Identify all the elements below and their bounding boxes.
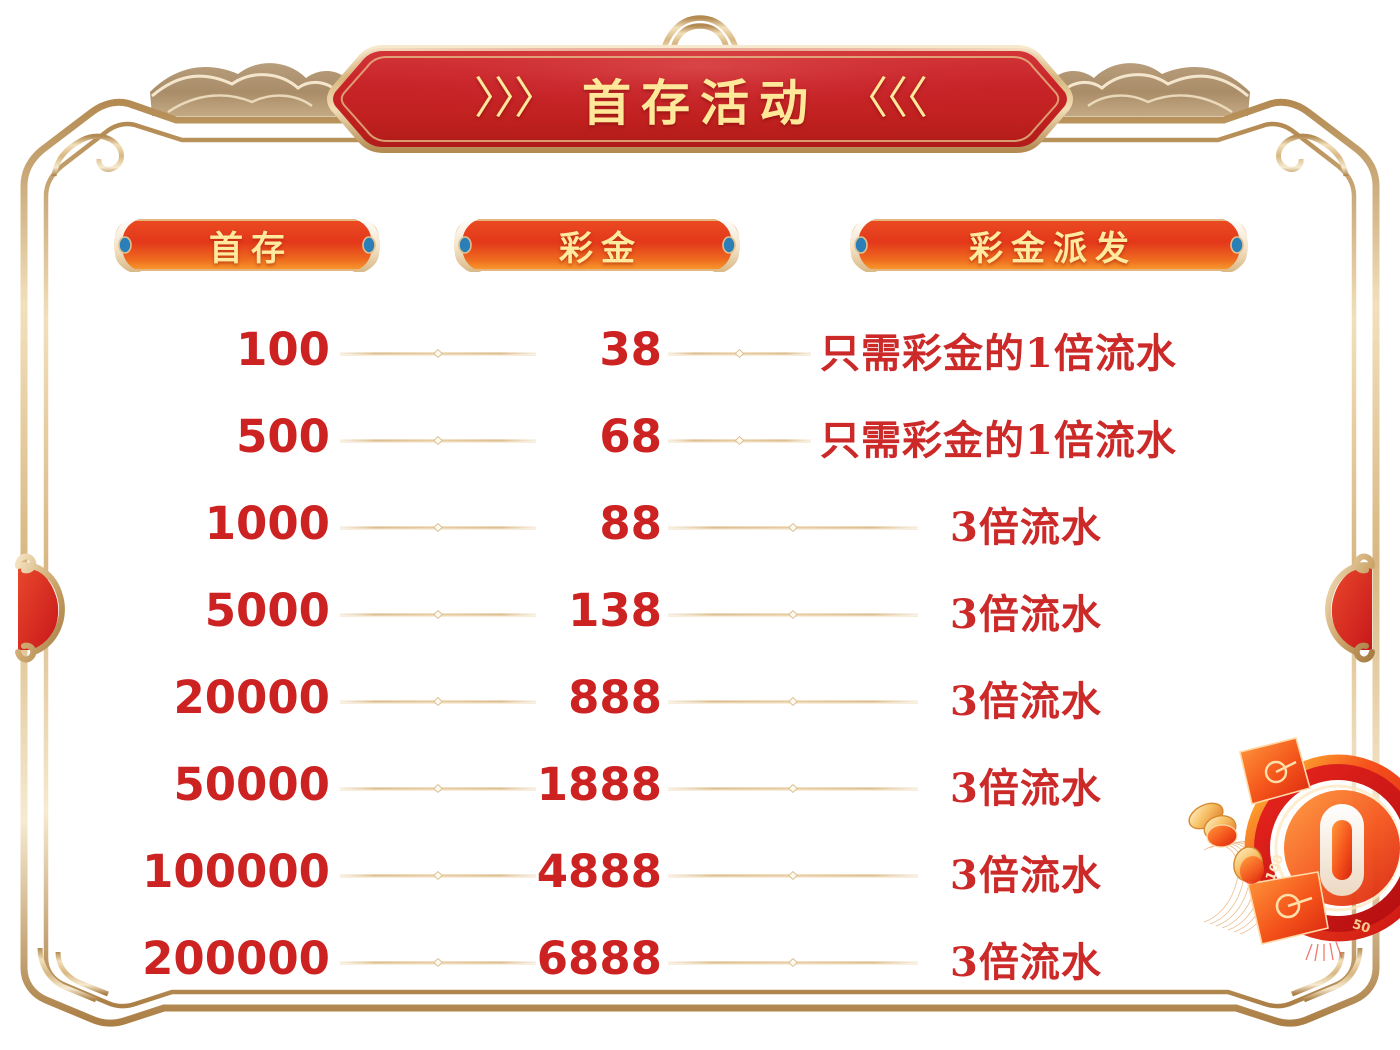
row-deposit-value: 20000	[173, 671, 330, 724]
row-release-value: 3倍流水	[950, 764, 1102, 812]
row-bonus-value: 38	[599, 323, 662, 376]
column-header-release-label: 彩金派发	[969, 228, 1137, 269]
column-header-bonus: 彩金	[452, 216, 742, 274]
connector-bonus-to-release	[668, 958, 918, 967]
row-bonus-value: 1888	[536, 758, 662, 811]
table-row: 500 68 只需彩金的1倍流水	[0, 393, 1400, 480]
row-deposit-value: 1000	[204, 497, 330, 550]
row-bonus-value: 888	[568, 671, 662, 724]
title-banner: 〉〉〉 首存活动 〈〈〈	[305, 38, 1095, 160]
page-title: 首存活动	[581, 73, 818, 132]
row-release-value: 只需彩金的1倍流水	[820, 416, 1177, 464]
row-deposit-value: 200000	[142, 932, 330, 985]
row-release-value: 3倍流水	[950, 851, 1102, 899]
column-headers: 首存 彩金 彩金派发	[0, 216, 1400, 278]
column-header-deposit: 首存	[112, 216, 382, 274]
row-bonus-value: 6888	[536, 932, 662, 985]
connector-bonus-to-release	[668, 436, 811, 445]
table-row: 100 38 只需彩金的1倍流水	[0, 306, 1400, 393]
connector-bonus-to-release	[668, 610, 918, 619]
column-header-bonus-label: 彩金	[559, 228, 643, 269]
side-ruyi-ornament-left	[15, 553, 65, 663]
table-row: 5000 138 3倍流水	[0, 567, 1400, 654]
connector-line	[668, 784, 918, 793]
chevrons-left-icon: 〉〉〉	[473, 73, 558, 124]
chevrons-right-icon: 〈〈〈	[844, 73, 928, 124]
table-row: 50000 1888 3倍流水	[0, 741, 1400, 828]
column-header-release: 彩金派发	[848, 216, 1250, 274]
row-deposit-value: 500	[236, 410, 330, 463]
row-release-value: 3倍流水	[950, 938, 1102, 986]
connector-bonus-to-release	[668, 523, 918, 532]
connector-line	[668, 436, 811, 445]
connector-bonus-to-release	[668, 784, 918, 793]
table-row: 20000 888 3倍流水	[0, 654, 1400, 741]
row-release-value: 只需彩金的1倍流水	[820, 329, 1177, 377]
row-bonus-value: 4888	[536, 845, 662, 898]
connector-line	[668, 697, 918, 706]
table-row: 1000 88 3倍流水	[0, 480, 1400, 567]
row-deposit-value: 100	[236, 323, 330, 376]
table-body: 100 38 只需彩金的1倍流水 500 68 只需彩金的1倍流水 1000 88 3倍流水 50…	[0, 306, 1400, 1002]
table-row: 200000 6888 3倍流水	[0, 915, 1400, 1002]
row-bonus-value: 88	[599, 497, 662, 550]
side-ruyi-ornament-right	[1325, 553, 1375, 663]
column-header-deposit-label: 首存	[209, 228, 293, 269]
row-deposit-value: 50000	[173, 758, 330, 811]
row-bonus-value: 68	[599, 410, 662, 463]
connector-line	[668, 871, 918, 880]
connector-line	[668, 958, 918, 967]
connector-line	[668, 349, 811, 358]
row-bonus-value: 138	[568, 584, 662, 637]
row-deposit-value: 100000	[142, 845, 330, 898]
connector-bonus-to-release	[668, 349, 811, 358]
table-row: 100000 4888 3倍流水	[0, 828, 1400, 915]
connector-bonus-to-release	[668, 697, 918, 706]
connector-line	[668, 523, 918, 532]
row-deposit-value: 5000	[204, 584, 330, 637]
connector-bonus-to-release	[668, 871, 918, 880]
connector-line	[668, 610, 918, 619]
